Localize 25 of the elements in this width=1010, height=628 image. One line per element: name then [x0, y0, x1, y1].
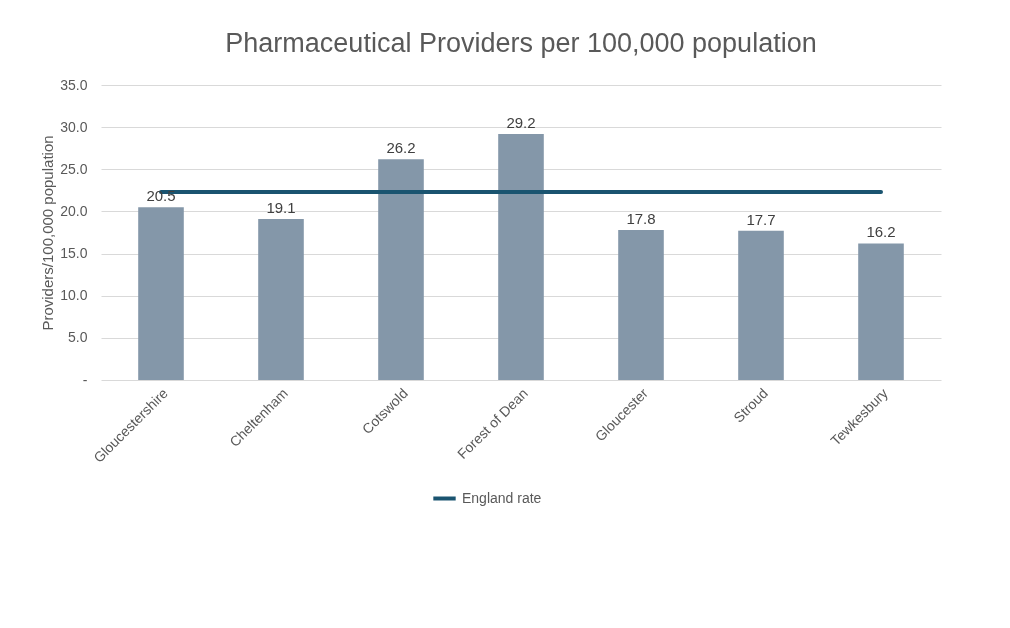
- bar: [618, 229, 664, 380]
- bar: [738, 230, 784, 380]
- bar: [138, 207, 184, 380]
- data-label: 16.2: [866, 223, 896, 241]
- data-label: 20.5: [146, 187, 176, 205]
- data-label: 19.1: [266, 199, 296, 217]
- bar: [498, 133, 544, 380]
- data-label: 17.8: [626, 209, 656, 227]
- y-tick-label: 35.0: [60, 76, 88, 93]
- data-label: 17.7: [746, 210, 776, 228]
- y-tick-label: 20.0: [60, 202, 88, 219]
- y-axis-title: Providers/100,000 population: [39, 135, 57, 331]
- chart-title: Pharmaceutical Providers per 100,000 population: [225, 28, 817, 58]
- y-tick-label: 15.0: [60, 245, 88, 262]
- legend-label: England rate: [462, 489, 542, 506]
- data-label: 26.2: [386, 139, 416, 157]
- y-tick-label: -: [82, 371, 88, 388]
- y-tick-label: 30.0: [60, 118, 88, 135]
- bar: [378, 159, 424, 380]
- bar: [258, 219, 304, 380]
- y-tick-label: 25.0: [60, 160, 88, 177]
- y-tick-label: 10.0: [60, 287, 88, 304]
- data-label: 29.2: [506, 113, 536, 131]
- bar: [858, 243, 904, 380]
- y-tick-label: 5.0: [68, 329, 88, 346]
